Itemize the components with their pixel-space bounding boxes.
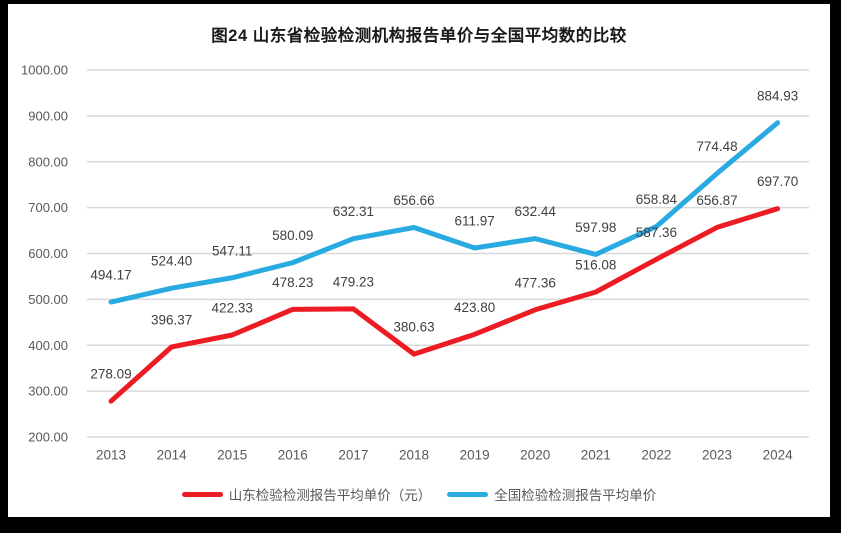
y-axis-tick-label: 500.00 bbox=[28, 292, 68, 307]
data-label-series-0: 380.63 bbox=[393, 320, 434, 335]
data-label-series-0: 478.23 bbox=[272, 275, 313, 290]
data-label-series-0: 697.70 bbox=[757, 174, 798, 189]
data-label-series-0: 587.36 bbox=[636, 225, 677, 240]
x-axis-tick-label: 2022 bbox=[641, 448, 671, 463]
data-label-series-0: 656.87 bbox=[696, 193, 737, 208]
data-label-series-0: 479.23 bbox=[333, 274, 374, 289]
data-label-series-1: 774.48 bbox=[696, 139, 737, 154]
data-label-series-1: 656.66 bbox=[393, 193, 434, 208]
x-axis-tick-label: 2013 bbox=[96, 448, 126, 463]
legend-label-national: 全国检验检测报告平均单价 bbox=[494, 488, 657, 503]
y-axis-tick-label: 800.00 bbox=[28, 154, 68, 169]
y-axis-tick-label: 700.00 bbox=[28, 200, 68, 215]
legend-item-national: 全国检验检测报告平均单价 bbox=[447, 484, 656, 504]
data-label-series-0: 396.37 bbox=[151, 312, 192, 327]
legend: 山东检验检测报告平均单价（元） 全国检验检测报告平均单价 bbox=[8, 485, 830, 503]
data-label-series-0: 278.09 bbox=[90, 367, 131, 382]
series-line-0 bbox=[108, 206, 781, 404]
x-axis-tick-label: 2015 bbox=[217, 448, 247, 463]
data-label-series-0: 422.33 bbox=[212, 301, 253, 316]
y-axis-tick-label: 1000.00 bbox=[21, 63, 68, 78]
data-label-series-1: 580.09 bbox=[272, 228, 313, 243]
legend-label-shandong: 山东检验检测报告平均单价（元） bbox=[228, 488, 432, 503]
data-label-series-1: 524.40 bbox=[151, 254, 192, 269]
data-label-series-1: 632.31 bbox=[333, 204, 374, 219]
national-line-swatch bbox=[447, 491, 489, 497]
x-axis-tick-label: 2016 bbox=[278, 448, 308, 463]
data-label-series-1: 547.11 bbox=[212, 243, 252, 258]
x-axis-tick-label: 2019 bbox=[460, 448, 490, 463]
data-label-series-1: 658.84 bbox=[636, 192, 678, 207]
shandong-line-swatch bbox=[181, 491, 223, 497]
chart-panel: 图24 山东省检验检测机构报告单价与全国平均数的比较 200.00 300.00 4… bbox=[8, 4, 830, 517]
data-label-series-1: 494.17 bbox=[90, 268, 131, 283]
x-axis-tick-label: 2017 bbox=[338, 448, 368, 463]
x-axis-tick-label: 2014 bbox=[157, 448, 188, 463]
chart-title: 图24 山东省检验检测机构报告单价与全国平均数的比较 bbox=[211, 27, 627, 45]
y-axis-tick-label: 300.00 bbox=[28, 384, 68, 399]
x-axis-tick-label: 2020 bbox=[520, 448, 550, 463]
data-label-series-1: 632.44 bbox=[515, 204, 557, 219]
data-label-series-0: 477.36 bbox=[515, 275, 556, 290]
data-label-series-0: 516.08 bbox=[575, 257, 616, 272]
y-axis-tick-label: 400.00 bbox=[28, 338, 68, 353]
data-label-series-1: 611.97 bbox=[454, 214, 494, 229]
x-axis-tick-label: 2023 bbox=[702, 448, 732, 463]
y-axis-tick-label: 900.00 bbox=[28, 108, 68, 123]
x-axis-tick-label: 2018 bbox=[399, 448, 429, 463]
data-label-series-1: 597.98 bbox=[575, 220, 616, 235]
x-axis-tick-label: 2021 bbox=[581, 448, 611, 463]
data-label-series-0: 423.80 bbox=[454, 300, 495, 315]
legend-item-shandong: 山东检验检测报告平均单价（元） bbox=[181, 484, 432, 504]
data-label-series-1: 884.93 bbox=[757, 88, 798, 103]
x-axis-tick-label: 2024 bbox=[763, 448, 794, 463]
chart-svg: 200.00 300.00 400.00 500.00 600.00 700.00 800.… bbox=[21, 63, 809, 463]
y-axis-tick-label: 200.00 bbox=[28, 430, 68, 445]
y-axis-tick-label: 600.00 bbox=[28, 246, 68, 261]
series-line-1 bbox=[108, 120, 781, 305]
